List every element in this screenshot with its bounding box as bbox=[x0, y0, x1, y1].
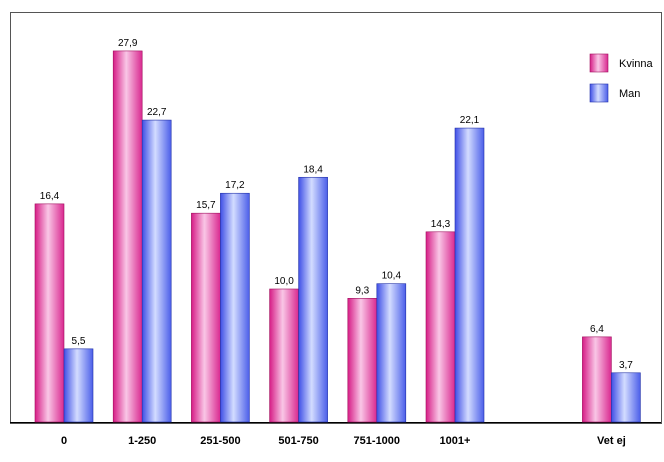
category-label: 251-500 bbox=[200, 435, 240, 447]
bar-man-1 bbox=[63, 348, 94, 423]
value-label: 10,4 bbox=[382, 271, 402, 282]
bar-kvinna-8 bbox=[582, 336, 612, 423]
bar-man-2 bbox=[141, 119, 172, 423]
plot-border bbox=[10, 12, 662, 424]
category-label: 0 bbox=[61, 435, 67, 447]
value-labels-layer: 16,4 5,5 27,9 22,7 15,7 17,2 10,0 18,4 9,3 10,4 14… bbox=[40, 38, 634, 371]
legend: Kvinna Man bbox=[589, 53, 654, 103]
legend-swatch-man bbox=[589, 83, 609, 103]
category-label: 751-1000 bbox=[354, 435, 401, 447]
bar-kvinna-4 bbox=[269, 288, 299, 423]
category-labels-layer: 0 1-250 251-500 501-750 751-1000 1001+ Vet ej bbox=[61, 435, 626, 447]
category-label: Vet ej bbox=[597, 435, 626, 447]
bar-kvinna-6 bbox=[425, 231, 456, 423]
category-label: 1-250 bbox=[128, 435, 156, 447]
value-label: 22,7 bbox=[147, 107, 167, 118]
bar-kvinna-1 bbox=[34, 203, 65, 423]
legend-swatch-kvinna bbox=[589, 53, 609, 73]
value-label: 6,4 bbox=[590, 324, 604, 335]
value-label: 15,7 bbox=[196, 200, 216, 211]
value-label: 5,5 bbox=[72, 336, 86, 347]
legend-label-kvinna: Kvinna bbox=[619, 58, 654, 70]
bar-man-4 bbox=[298, 176, 328, 423]
value-label: 9,3 bbox=[355, 285, 369, 296]
bar-kvinna-2 bbox=[112, 50, 143, 423]
value-label: 3,7 bbox=[619, 360, 633, 371]
value-label: 22,1 bbox=[460, 115, 480, 126]
bar-man-6 bbox=[454, 127, 485, 423]
value-label: 18,4 bbox=[303, 164, 323, 175]
value-label: 16,4 bbox=[40, 191, 60, 202]
value-label: 10,0 bbox=[274, 276, 294, 287]
bar-kvinna-5 bbox=[347, 298, 378, 423]
value-label: 17,2 bbox=[225, 180, 245, 191]
category-label: 501-750 bbox=[278, 435, 318, 447]
bar-kvinna-3 bbox=[191, 212, 221, 423]
bar-man-3 bbox=[220, 192, 250, 423]
bars-layer bbox=[34, 50, 641, 423]
value-label: 27,9 bbox=[118, 38, 138, 49]
bar-man-8 bbox=[611, 372, 641, 423]
value-label: 14,3 bbox=[431, 219, 451, 230]
category-label: 1001+ bbox=[440, 435, 471, 447]
legend-label-man: Man bbox=[619, 88, 640, 100]
bar-man-5 bbox=[376, 283, 407, 423]
